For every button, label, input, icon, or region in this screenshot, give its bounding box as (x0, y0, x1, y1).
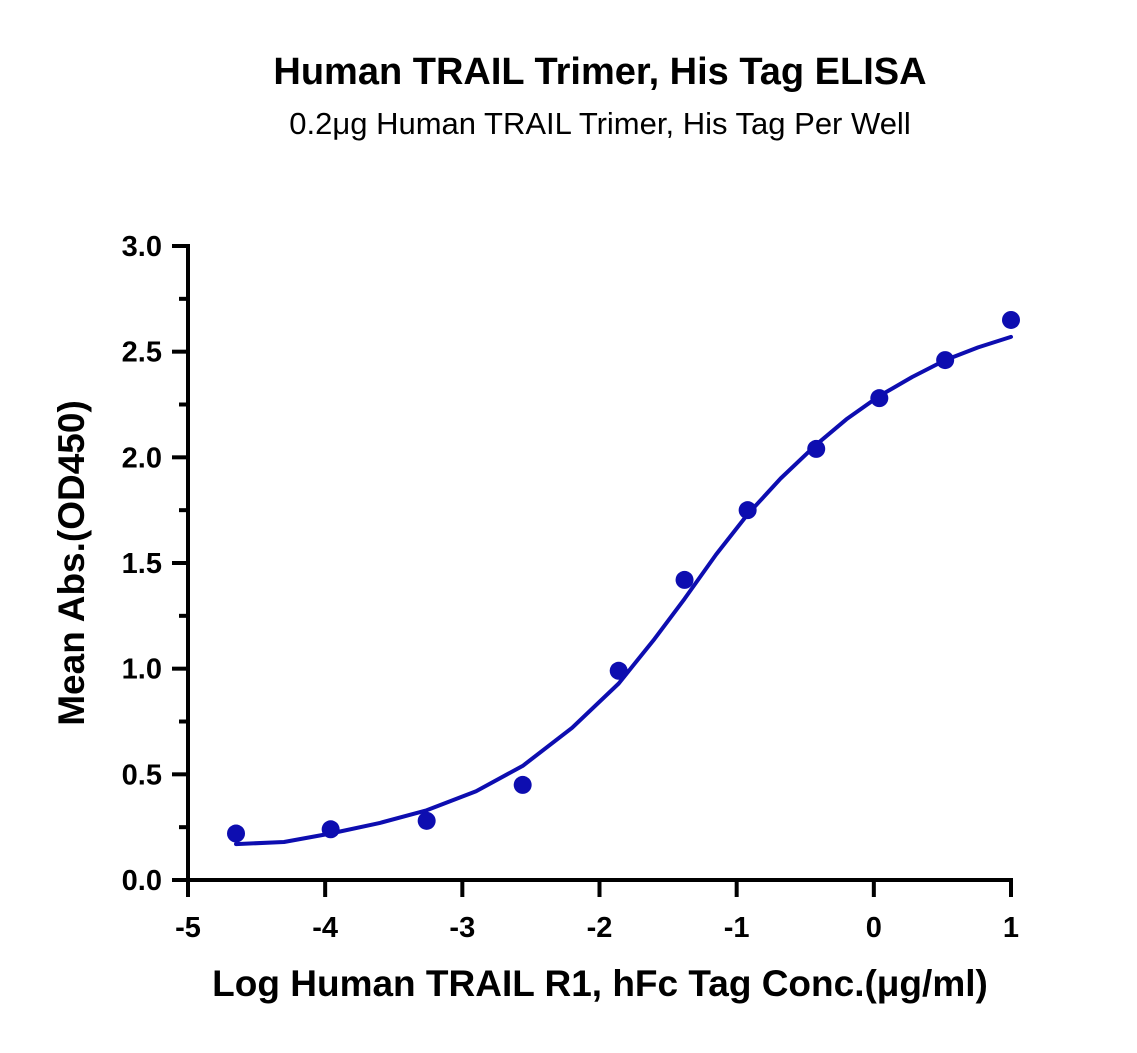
y-tick-label: 0.5 (122, 759, 162, 791)
data-points (227, 310, 1020, 843)
x-tick-label: -5 (175, 912, 201, 944)
x-tick-label: -4 (312, 912, 338, 944)
data-point (609, 661, 628, 680)
y-tick-label: 2.0 (122, 442, 162, 474)
fit-curve (234, 334, 1013, 847)
y-tick-label: 3.0 (122, 231, 162, 263)
x-axis-label: Log Human TRAIL R1, hFc Tag Conc.(μg/ml) (212, 963, 988, 1004)
x-tick-label: -2 (587, 912, 613, 944)
x-tick-label: -1 (724, 912, 750, 944)
data-point (738, 501, 757, 520)
data-point (870, 389, 889, 408)
data-point (227, 824, 246, 843)
y-axis: 0.0 0.5 1.0 1.5 2.0 2.5 3.0 (122, 231, 190, 897)
y-tick-label: 0.0 (122, 865, 162, 897)
data-point (1002, 310, 1020, 329)
chart-subtitle: 0.2μg Human TRAIL Trimer, His Tag Per We… (289, 106, 910, 141)
data-point (321, 820, 340, 839)
data-point (936, 351, 955, 370)
x-tick-label: 0 (866, 912, 882, 944)
data-point (513, 775, 532, 794)
chart-title: Human TRAIL Trimer, His Tag ELISA (273, 51, 926, 93)
data-point (675, 570, 694, 589)
y-tick-label: 1.0 (122, 654, 162, 686)
y-axis-label: Mean Abs.(OD450) (51, 400, 92, 726)
data-point (807, 439, 826, 458)
x-tick-label: 1 (1003, 912, 1019, 944)
y-tick-label: 1.5 (122, 548, 162, 580)
x-axis: -5 -4 -3 -2 -1 0 1 (175, 878, 1019, 944)
y-tick-label: 2.5 (122, 337, 162, 369)
data-point (417, 811, 436, 830)
x-tick-label: -3 (449, 912, 475, 944)
